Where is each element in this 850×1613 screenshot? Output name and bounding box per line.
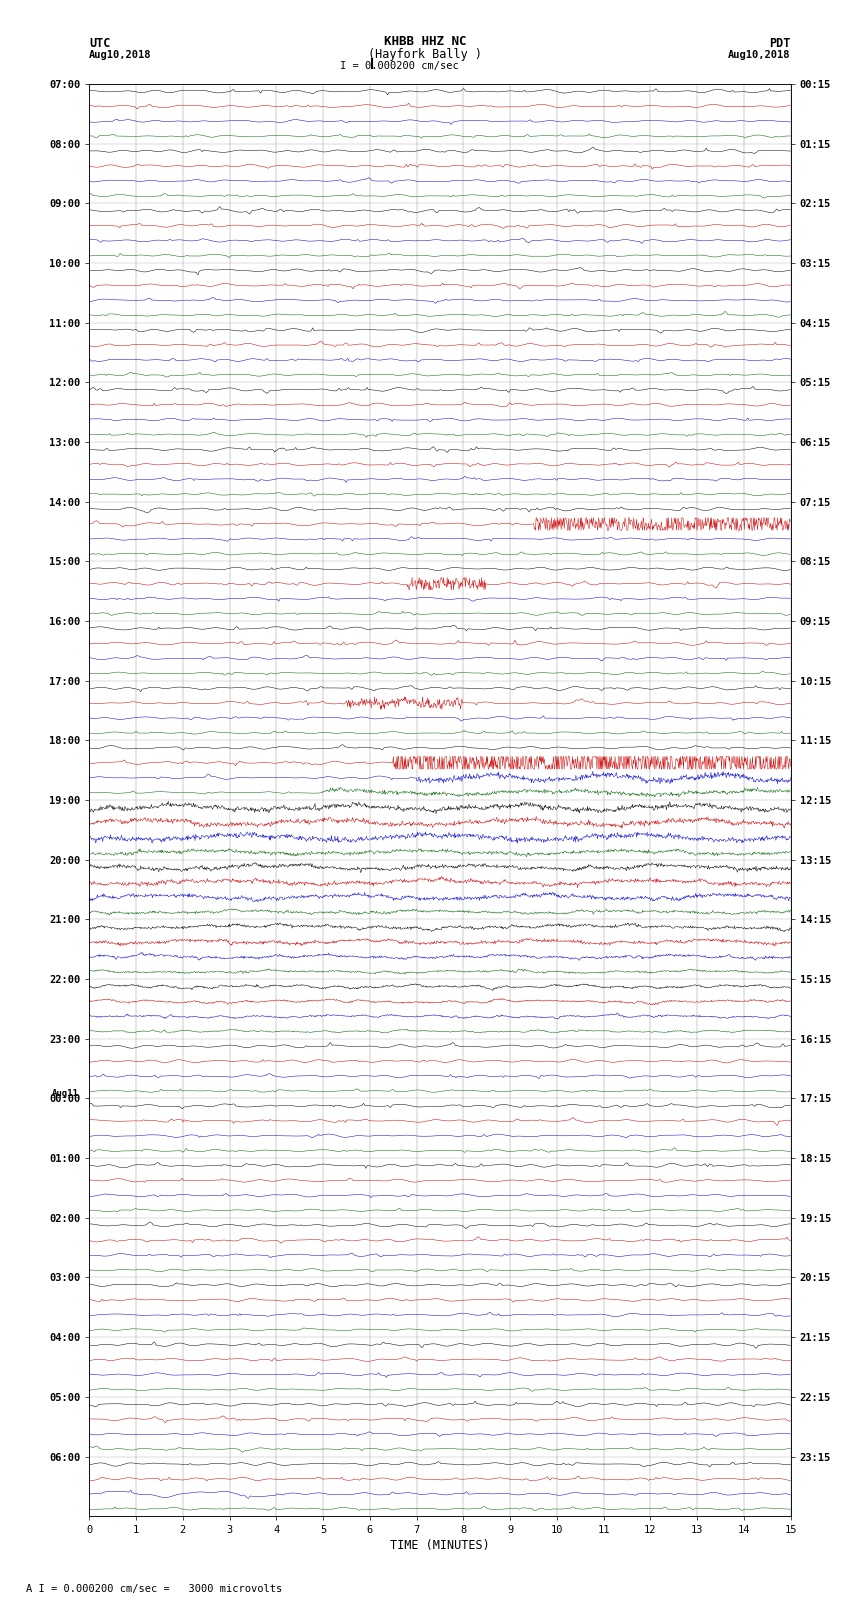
Text: KHBB HHZ NC: KHBB HHZ NC bbox=[383, 35, 467, 48]
Text: I = 0.000200 cm/sec: I = 0.000200 cm/sec bbox=[340, 61, 459, 71]
Text: (Hayfork Bally ): (Hayfork Bally ) bbox=[368, 48, 482, 61]
Text: UTC: UTC bbox=[89, 37, 110, 50]
X-axis label: TIME (MINUTES): TIME (MINUTES) bbox=[390, 1539, 490, 1552]
Text: Aug10,2018: Aug10,2018 bbox=[89, 50, 152, 60]
Text: A I = 0.000200 cm/sec =   3000 microvolts: A I = 0.000200 cm/sec = 3000 microvolts bbox=[26, 1584, 281, 1594]
Text: Aug10,2018: Aug10,2018 bbox=[728, 50, 791, 60]
Text: Aug11: Aug11 bbox=[52, 1089, 79, 1098]
Text: PDT: PDT bbox=[769, 37, 790, 50]
